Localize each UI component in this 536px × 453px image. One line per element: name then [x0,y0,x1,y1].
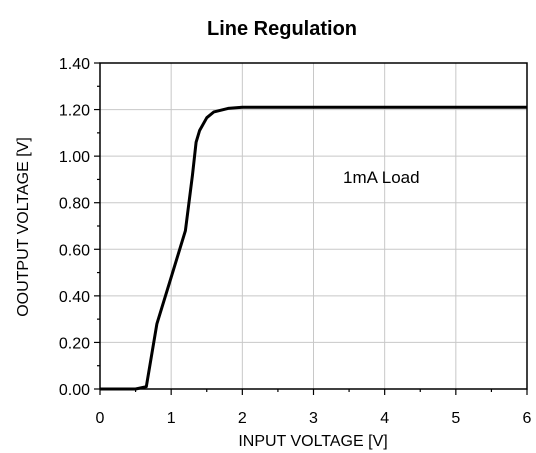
chart-title: Line Regulation [207,18,357,40]
x-tick-label: 3 [309,410,318,427]
x-tick-label: 0 [96,410,105,427]
y-tick-label: 1.40 [59,56,90,73]
series-line-1 [100,105,527,391]
load-annotation: 1mA Load [343,168,420,187]
grid [100,63,527,389]
y-tick-label: 1.00 [59,149,90,166]
series-group [100,105,527,391]
y-axis: 0.00 0.20 0.40 0.60 0.80 1.00 1.20 1.40 [59,56,100,399]
plot-area-frame [99,62,528,390]
x-tick-label: 5 [451,410,460,427]
x-tick-label: 1 [167,410,176,427]
x-axis: 0 1 2 3 4 5 6 [96,389,532,427]
y-tick-label: 0.20 [59,335,90,352]
y-axis-label: OOUTPUT VOLTAGE [V] [15,137,32,317]
y-tick-label: 0.40 [59,289,90,306]
x-tick-label: 2 [238,410,247,427]
x-axis-label: INPUT VOLTAGE [V] [238,433,387,450]
y-tick-label: 0.60 [59,242,90,259]
x-tick-label: 4 [380,410,389,427]
y-tick-label: 0.00 [59,382,90,399]
x-tick-label: 6 [523,410,532,427]
y-tick-label: 0.80 [59,196,90,213]
y-tick-label: 1.20 [59,103,90,120]
